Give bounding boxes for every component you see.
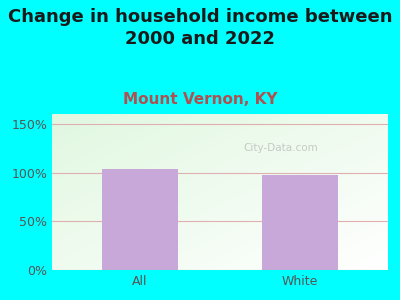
Text: Mount Vernon, KY: Mount Vernon, KY	[123, 92, 277, 106]
Text: Change in household income between
2000 and 2022: Change in household income between 2000 …	[8, 8, 392, 48]
Bar	[262, 176, 338, 270]
Text: City-Data.com: City-Data.com	[243, 143, 318, 153]
Bar	[102, 169, 178, 270]
